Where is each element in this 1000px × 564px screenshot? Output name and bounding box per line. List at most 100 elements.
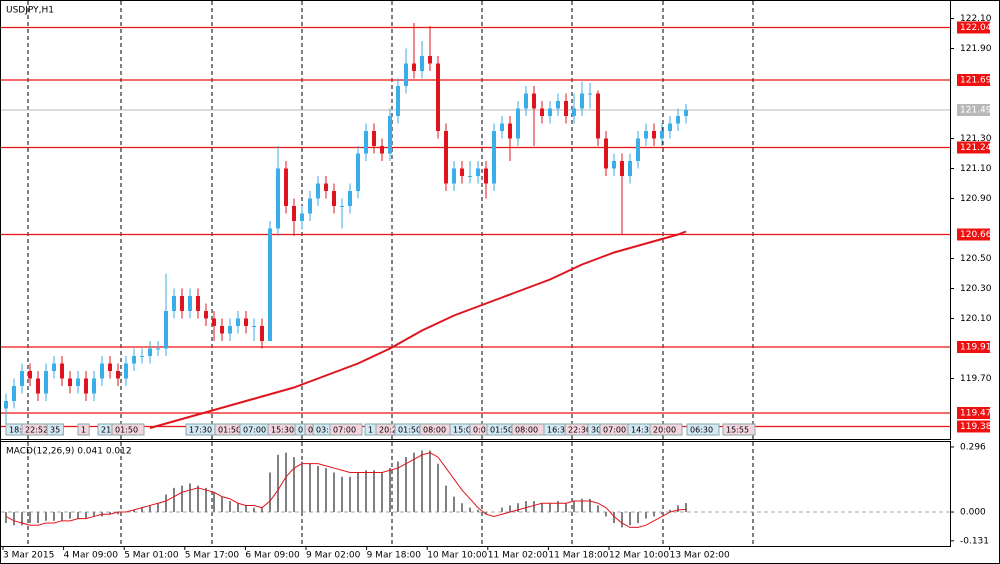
candle-body [124,363,128,379]
macd-bar [133,509,135,513]
macd-bar [485,512,487,515]
macd-bar [421,450,423,513]
candle-body [532,93,536,109]
macd-bar [669,509,671,513]
y-tick-label: 120.10 [960,314,992,324]
level-box [957,341,990,353]
macd-bar [501,507,503,513]
macd-bar [45,512,47,521]
macd-tick-label: 0.296 [960,442,986,452]
macd-bar [221,496,223,513]
candle-body [148,348,152,356]
candle-body [596,93,600,139]
macd-bar [277,454,279,513]
macd-bar [621,512,623,528]
event-box [46,423,64,436]
macd-bar [13,512,15,526]
macd-bar [205,487,207,513]
candle-body [12,386,16,401]
candle-body [108,363,112,371]
candle-body [52,363,56,371]
macd-bar [5,512,7,524]
level-label: 119.47 [960,409,992,419]
macd-bar [341,476,343,513]
candle-body [660,131,664,139]
macd-bar [61,512,63,521]
candle-body [436,63,440,131]
candle-body [44,371,48,394]
macd-bar [629,512,631,526]
macd-bar [157,503,159,513]
x-tick-label: 11 Mar 02:00 [488,551,548,561]
level-label: 119.38 [960,422,992,432]
candle-body [468,176,472,177]
event-label: 30 [591,426,601,435]
candle-body [364,131,368,154]
event-label: 0:0 [473,426,486,435]
event-label: 21 [101,426,111,435]
x-tick-label: 9 Mar 02:00 [306,551,361,561]
event-label: 01:50 [398,426,421,435]
candle-body [60,363,64,379]
candle-body [556,101,560,109]
candle-body [380,146,384,154]
candle-body [20,371,24,386]
macd-bar [469,507,471,513]
candle-body [180,296,184,311]
macd-bar [181,485,183,513]
y-tick-label: 122.10 [960,14,992,24]
macd-bar [69,512,71,519]
macd-bar [437,463,439,513]
x-tick-label: 10 Mar 10:00 [427,551,487,561]
candle-body [196,296,200,311]
candle-body [204,311,208,319]
event-box [329,423,363,436]
level-label: 122.04 [960,23,992,33]
candle-body [404,63,408,86]
event-label: 15:55 [726,426,749,435]
candle-body [100,363,104,379]
event-label: 07:00 [603,426,626,435]
level-box [957,228,990,241]
event-box [722,423,756,436]
candle-body [172,296,176,311]
event-label: 16:30 [547,426,570,435]
macd-bar [53,512,55,521]
candle-body [132,356,136,364]
macd-bar [293,457,295,513]
event-label: 01:50 [490,426,513,435]
event-label: 14:30 [631,426,654,435]
symbol-title: USDJPY,H1 [6,6,54,16]
macd-bar [397,461,399,513]
candle-body [636,138,640,161]
macd-label: MACD(12,26,9) 0.041 0.012 [6,447,132,457]
candle-body [684,110,688,116]
macd-bar [141,507,143,513]
y-tick-label: 121.90 [960,44,992,54]
macd-bar [357,472,359,513]
macd-bar [477,509,479,513]
candle-body [604,138,608,169]
macd-bar [29,512,31,524]
macd-bar [213,492,215,513]
macd-tick-label: -0.131 [960,536,989,546]
macd-bar [517,503,519,513]
candle-body [84,378,88,394]
macd-pane [0,441,951,547]
candle-body [308,198,312,214]
candle-body [76,378,80,386]
macd-bar [525,501,527,513]
event-label: 07:00 [333,426,356,435]
candle-body [268,228,272,341]
macd-bar [349,476,351,513]
macd-bar [429,450,431,513]
level-label: 121.24 [960,143,992,153]
macd-bar [613,512,615,524]
event-label: 1 [368,426,373,435]
candle-body [628,161,632,176]
macd-bar [165,494,167,513]
macd-bar [261,507,263,513]
event-box [77,423,90,436]
candle-body [236,318,240,326]
